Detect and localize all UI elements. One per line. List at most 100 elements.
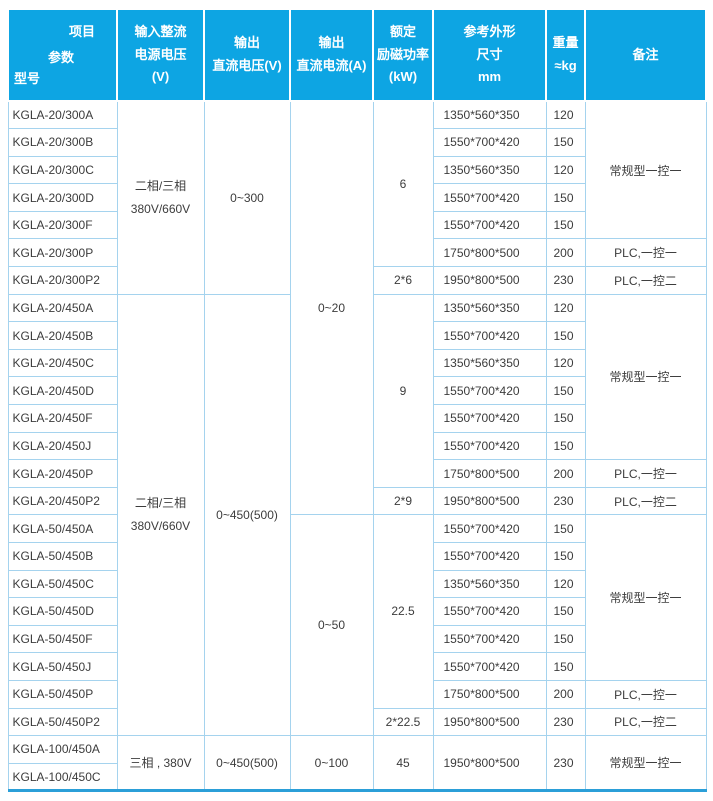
model-cell: KGLA-50/450P2	[7, 707, 118, 737]
dimensions-cell: 1350*560*350	[432, 348, 547, 378]
table-row: KGLA-20/300A 二相/三相 380V/660V 0~300 0~20 …	[7, 100, 707, 516]
weight-cell: 150	[545, 652, 586, 681]
col-header-rated-power: 额定 励磁功率 (kW)	[372, 8, 434, 102]
dimensions-cell: 1550*700*420	[432, 514, 547, 543]
table-row: KGLA-20/450P 1750*800*500 200 PLC,一控一	[7, 459, 707, 488]
rated-power-cell: 9	[372, 293, 434, 488]
model-cell: KGLA-50/450D	[7, 597, 118, 626]
remark-cell: PLC,一控二	[584, 266, 707, 295]
dimensions-cell: 1950*800*500	[432, 486, 547, 516]
table-row: KGLA-50/450C 1350*560*350 120	[7, 569, 706, 599]
corner-header: 项目 参数 型号	[7, 8, 118, 102]
col-header-output-dc-current: 输出 直流电流(A)	[289, 8, 374, 102]
table-row: KGLA-20/300C 1350*560*350 120	[7, 155, 706, 185]
weight-cell: 200	[545, 679, 586, 709]
model-cell: KGLA-20/450A	[7, 293, 118, 323]
model-cell: KGLA-50/450A	[7, 514, 118, 543]
dimensions-cell: 1550*700*420	[432, 652, 547, 681]
model-cell: KGLA-20/450D	[7, 376, 118, 406]
weight-cell: 150	[545, 624, 586, 654]
weight-cell: 150	[545, 514, 586, 543]
dimensions-cell: 1550*700*420	[432, 183, 547, 212]
model-cell: KGLA-20/450J	[7, 431, 118, 461]
dimensions-cell: 1550*700*420	[432, 404, 547, 433]
dimensions-cell: 1750*800*500	[432, 459, 547, 488]
table-row: KGLA-20/300B 1550*700*420 150	[7, 128, 706, 157]
remark-cell: 常规型一控一	[584, 100, 707, 240]
weight-cell: 150	[545, 542, 586, 571]
dimensions-cell: 1550*700*420	[432, 542, 547, 571]
weight-cell: 120	[545, 569, 586, 599]
remark-cell: PLC,一控二	[584, 486, 707, 516]
model-cell: KGLA-20/450P2	[7, 486, 118, 516]
remark-cell: 常规型一控一	[584, 514, 707, 681]
weight-cell: 150	[545, 431, 586, 461]
weight-cell: 150	[545, 597, 586, 626]
dimensions-cell: 1550*700*420	[432, 431, 547, 461]
table-row: KGLA-50/450J 1550*700*420 150	[7, 652, 706, 681]
model-cell: KGLA-100/450A	[7, 735, 118, 764]
dimensions-cell: 1950*800*500	[432, 707, 547, 737]
model-cell: KGLA-20/300P2	[7, 266, 118, 295]
dimensions-cell: 1350*560*350	[432, 155, 547, 185]
table-row: KGLA-20/450A 二相/三相 380V/660V 0~450(500) …	[7, 293, 707, 737]
table-row: KGLA-20/300P 1750*800*500 200 PLC,一控一	[7, 238, 707, 268]
weight-cell: 200	[545, 238, 586, 268]
output-dc-voltage-cell: 0~300	[203, 100, 291, 295]
remark-cell: PLC,一控二	[584, 707, 707, 737]
table-row: KGLA-20/450C 1350*560*350 120	[7, 348, 706, 378]
weight-cell: 230	[545, 707, 586, 737]
col-header-weight: 重量 ≈kg	[545, 8, 586, 102]
model-cell: KGLA-20/300B	[7, 128, 118, 157]
weight-cell: 200	[545, 459, 586, 488]
col-header-dimensions: 参考外形 尺寸 mm	[432, 8, 547, 102]
table-row: KGLA-100/450C	[7, 762, 706, 792]
weight-cell: 150	[545, 210, 586, 240]
dimensions-cell: 1750*800*500	[432, 238, 547, 268]
remark-cell: 常规型一控一	[584, 735, 707, 792]
dimensions-cell: 1550*700*420	[432, 624, 547, 654]
dimensions-cell: 1550*700*420	[432, 321, 547, 350]
rated-power-cell: 6	[372, 100, 434, 268]
model-cell: KGLA-50/450C	[7, 569, 118, 599]
table-row: KGLA-20/450F 1550*700*420 150	[7, 404, 706, 433]
model-cell: KGLA-50/450F	[7, 624, 118, 654]
remark-cell: PLC,一控一	[584, 238, 707, 268]
model-cell: KGLA-20/300D	[7, 183, 118, 212]
table-row: KGLA-50/450A 0~50 22.5 1550*700*420 150 …	[7, 514, 707, 737]
col-header-output-dc-voltage: 输出 直流电压(V)	[203, 8, 291, 102]
weight-cell: 230	[545, 486, 586, 516]
model-cell: KGLA-50/450J	[7, 652, 118, 681]
weight-cell: 120	[545, 293, 586, 323]
dimensions-cell: 1350*560*350	[432, 293, 547, 323]
dimensions-cell: 1550*700*420	[432, 128, 547, 157]
corner-label-model: 型号	[14, 71, 41, 87]
model-cell: KGLA-20/450C	[7, 348, 118, 378]
weight-cell: 120	[545, 348, 586, 378]
dimensions-cell: 1950*800*500	[432, 735, 547, 792]
table-row: KGLA-20/300P2 2*6 1950*800*500 230 PLC,一…	[7, 266, 707, 295]
rated-power-cell: 22.5	[372, 514, 434, 709]
model-cell: KGLA-20/300F	[7, 210, 118, 240]
dimensions-cell: 1550*700*420	[432, 210, 547, 240]
input-voltage-cell: 二相/三相 380V/660V	[116, 293, 205, 737]
spec-table: 项目 参数 型号 输入整流 电源电压 (V) 输出 直流电压(V) 输出 直流电…	[7, 8, 707, 793]
model-cell: KGLA-20/450P	[7, 459, 118, 488]
rated-power-cell: 2*6	[372, 266, 434, 295]
table-row: KGLA-100/450A 三相 , 380V 0~450(500) 0~100…	[7, 735, 707, 792]
model-cell: KGLA-50/450B	[7, 542, 118, 571]
rated-power-cell: 2*9	[372, 486, 434, 516]
model-cell: KGLA-20/300C	[7, 155, 118, 185]
col-header-input-voltage: 输入整流 电源电压 (V)	[116, 8, 205, 102]
dimensions-cell: 1550*700*420	[432, 597, 547, 626]
weight-cell: 150	[545, 321, 586, 350]
output-dc-current-cell: 0~100	[289, 735, 374, 792]
weight-cell: 120	[545, 100, 586, 130]
corner-label-item: 项目	[68, 24, 95, 39]
model-cell: KGLA-100/450C	[7, 762, 118, 792]
input-voltage-cell: 二相/三相 380V/660V	[116, 100, 205, 295]
weight-cell: 230	[545, 735, 586, 792]
model-cell: KGLA-50/450P	[7, 679, 118, 709]
weight-cell: 230	[545, 266, 586, 295]
